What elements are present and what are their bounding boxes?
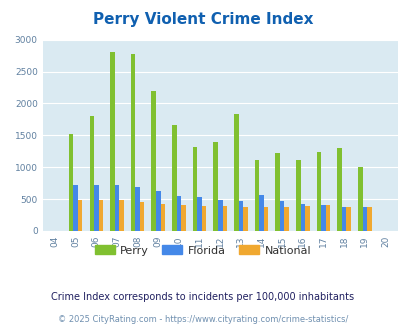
Bar: [275, 153, 279, 231]
Bar: [98, 200, 103, 231]
Bar: [151, 91, 156, 231]
Bar: [115, 185, 119, 231]
Bar: [345, 207, 350, 231]
Bar: [300, 204, 305, 231]
Bar: [213, 142, 217, 231]
Bar: [119, 200, 124, 231]
Bar: [135, 187, 140, 231]
Bar: [320, 206, 325, 231]
Bar: [366, 207, 371, 231]
Bar: [357, 167, 362, 231]
Bar: [140, 202, 144, 231]
Bar: [197, 197, 201, 231]
Bar: [130, 54, 135, 231]
Bar: [316, 152, 320, 231]
Bar: [172, 125, 176, 231]
Bar: [160, 204, 165, 231]
Bar: [254, 160, 259, 231]
Bar: [341, 207, 345, 231]
Bar: [305, 206, 309, 231]
Bar: [94, 185, 98, 231]
Bar: [222, 206, 226, 231]
Bar: [263, 207, 268, 231]
Bar: [217, 200, 222, 231]
Bar: [284, 207, 288, 231]
Bar: [181, 206, 185, 231]
Text: Perry Violent Crime Index: Perry Violent Crime Index: [92, 12, 313, 26]
Bar: [78, 200, 82, 231]
Bar: [73, 185, 78, 231]
Bar: [243, 207, 247, 231]
Bar: [201, 206, 206, 231]
Bar: [234, 114, 238, 231]
Text: Crime Index corresponds to incidents per 100,000 inhabitants: Crime Index corresponds to incidents per…: [51, 292, 354, 302]
Bar: [89, 116, 94, 231]
Bar: [192, 148, 197, 231]
Text: © 2025 CityRating.com - https://www.cityrating.com/crime-statistics/: © 2025 CityRating.com - https://www.city…: [58, 315, 347, 324]
Bar: [362, 207, 366, 231]
Legend: Perry, Florida, National: Perry, Florida, National: [90, 241, 315, 260]
Bar: [295, 160, 300, 231]
Bar: [176, 196, 181, 231]
Bar: [325, 206, 330, 231]
Bar: [238, 201, 243, 231]
Bar: [110, 52, 115, 231]
Bar: [259, 195, 263, 231]
Bar: [337, 148, 341, 231]
Bar: [156, 191, 160, 231]
Bar: [279, 201, 284, 231]
Bar: [69, 134, 73, 231]
